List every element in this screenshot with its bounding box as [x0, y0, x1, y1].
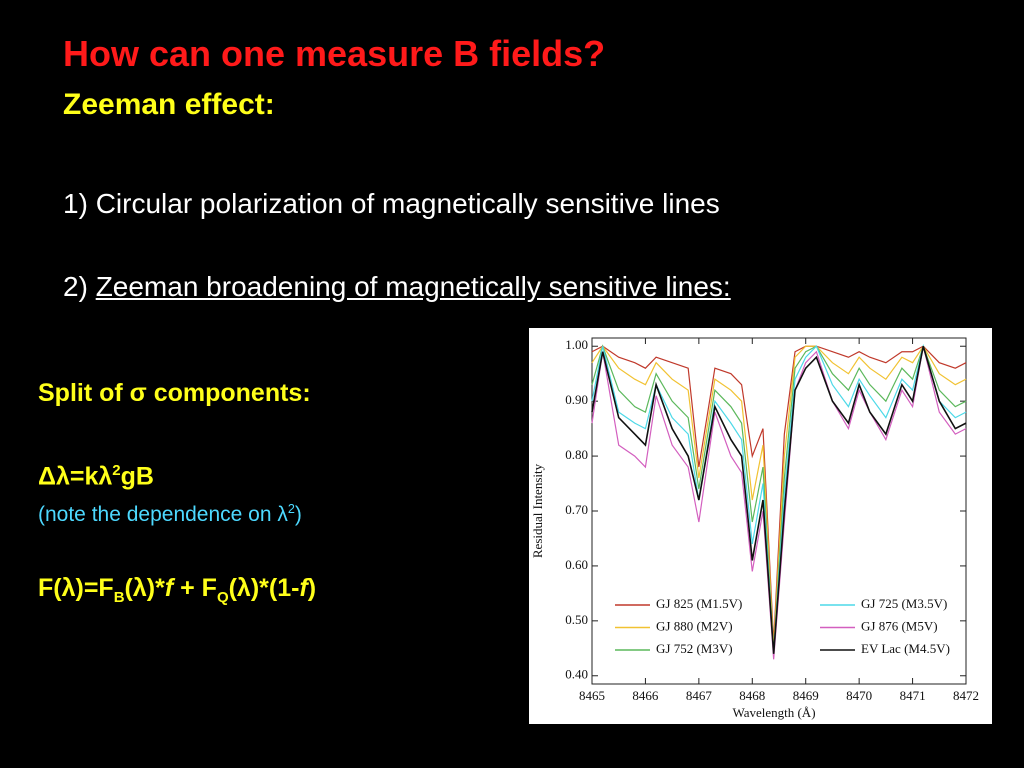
x-tick-label: 8471: [900, 688, 926, 703]
series-line: [591, 346, 967, 654]
chart: Wavelength (Å) Residual Intensity 0.40 0.…: [529, 328, 992, 724]
series-line: [591, 345, 967, 643]
formula: F(λ)=FB(λ)*f + FQ(λ)*(1-f): [38, 574, 316, 606]
formula-sub: B: [113, 589, 125, 606]
y-tick-label: 0.70: [565, 502, 588, 517]
x-tick-label: 8470: [846, 688, 872, 703]
formula-part: F(λ)=F: [38, 574, 114, 602]
y-tick-label: 0.40: [565, 667, 588, 682]
formula-sub: Q: [216, 589, 229, 606]
note-part: (note the dependence on λ: [38, 503, 288, 526]
y-axis-label: Residual Intensity: [530, 463, 545, 558]
formula-part: f: [164, 574, 174, 602]
y-tick-label: 0.60: [565, 557, 588, 572]
point-number: 1): [63, 188, 88, 219]
slide-subtitle: Zeeman effect:: [63, 88, 275, 121]
x-tick-label: 8465: [579, 688, 605, 703]
series-line: [591, 345, 967, 649]
legend-label: GJ 825 (M1.5V): [656, 596, 742, 611]
point: 1) Circular polarization of magnetically…: [63, 188, 720, 220]
y-tick-label: 1.00: [565, 337, 588, 352]
formula-part: (λ)*: [124, 574, 165, 602]
series-line: [591, 346, 967, 660]
legend-label: GJ 725 (M3.5V): [861, 596, 947, 611]
x-axis-label: Wavelength (Å): [732, 705, 815, 720]
point: 2) Zeeman broadening of magnetically sen…: [63, 271, 731, 303]
point-number: 2): [63, 271, 88, 302]
y-tick-label: 0.80: [565, 447, 588, 462]
point-text: Circular polarization of magnetically se…: [95, 188, 720, 219]
formula: Δλ=kλ2gB: [38, 462, 154, 491]
formula-part: ): [307, 574, 317, 602]
split-heading: Split of σ components:: [38, 379, 311, 407]
y-tick-label: 0.50: [565, 612, 588, 627]
x-tick-label: 8467: [686, 688, 713, 703]
note-sup: 2: [287, 502, 295, 516]
formula-part: + F: [173, 574, 217, 602]
note: (note the dependence on λ2): [38, 502, 302, 527]
x-tick-label: 8468: [739, 688, 765, 703]
formula-part: (λ)*(1-: [228, 574, 300, 602]
legend-label: GJ 880 (M2V): [656, 618, 733, 633]
x-tick-label: 8469: [793, 688, 819, 703]
slide-title: How can one measure B fields?: [63, 33, 606, 74]
note-part: ): [294, 503, 302, 526]
legend-label: GJ 876 (M5V): [861, 618, 938, 633]
formula-sup: 2: [112, 462, 121, 479]
y-tick-label: 0.90: [565, 392, 588, 407]
formula-part: Δλ=kλ: [38, 462, 113, 491]
legend-label: GJ 752 (M3V): [656, 641, 733, 656]
legend-label: EV Lac (M4.5V): [861, 641, 950, 656]
formula-part: gB: [120, 462, 154, 491]
x-tick-label: 8466: [632, 688, 659, 703]
formula-part: f: [299, 574, 308, 602]
x-tick-label: 8472: [953, 688, 979, 703]
point-text: Zeeman broadening of magnetically sensit…: [95, 271, 731, 302]
